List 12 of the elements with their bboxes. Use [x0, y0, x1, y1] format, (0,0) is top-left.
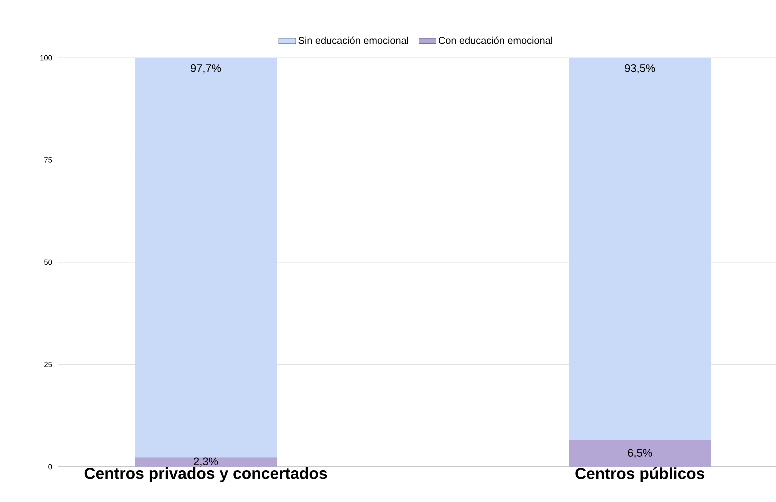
data-label: 6,5%: [628, 449, 652, 458]
legend-label: Sin educación emocional: [298, 36, 408, 44]
bar: [569, 440, 712, 467]
bar: [569, 58, 712, 440]
bar: [135, 58, 278, 458]
legend-label: Con educación emocional: [438, 36, 552, 44]
x-tick-label: Centros privados y concertados: [84, 468, 328, 482]
data-label: 93,5%: [625, 64, 656, 74]
bar: [135, 458, 278, 467]
data-label: 97,7%: [191, 64, 222, 74]
x-tick-label: Centros públicos: [576, 468, 705, 483]
data-label: 2,3%: [194, 458, 218, 467]
